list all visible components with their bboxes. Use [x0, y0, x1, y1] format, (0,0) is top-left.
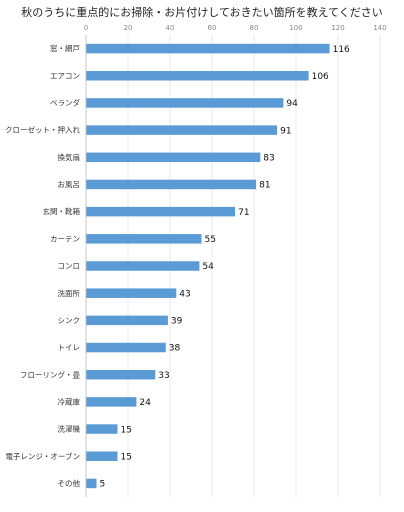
- category-label: その他: [58, 478, 81, 488]
- chart-title: 秋のうちに重点的にお掃除・お片付けしておきたい箇所を教えてください: [21, 6, 383, 19]
- category-label: 換気扇: [58, 152, 81, 162]
- x-tick-label: 0: [84, 24, 88, 32]
- x-tick-label: 120: [331, 24, 344, 32]
- bar: [86, 315, 168, 326]
- data-label: 33: [158, 371, 169, 381]
- data-label: 5: [100, 480, 106, 490]
- category-label: エアコン: [50, 71, 80, 80]
- category-label: コンロ: [58, 262, 81, 271]
- category-labels: 窓・網戸エアコンベランダクローゼット・押入れ換気扇お風呂玄関・靴箱カーテンコンロ…: [5, 43, 80, 488]
- bar: [86, 369, 156, 380]
- x-tick-label: 100: [289, 24, 302, 32]
- data-label: 43: [179, 289, 190, 299]
- bar: [86, 71, 309, 81]
- data-label: 55: [205, 235, 216, 245]
- x-tick-label: 140: [373, 24, 386, 32]
- category-label: 冷蔵庫: [58, 396, 81, 406]
- x-tick-label: 80: [250, 24, 259, 32]
- bar: [86, 43, 330, 54]
- bar: [86, 261, 200, 271]
- bar: [86, 478, 97, 489]
- bar: [86, 397, 137, 407]
- data-label: 106: [312, 72, 329, 82]
- category-label: クローゼット・押入れ: [5, 125, 80, 135]
- data-label: 15: [121, 452, 132, 462]
- data-label: 39: [171, 317, 183, 327]
- bar: [86, 451, 118, 461]
- x-tick-label: 60: [208, 24, 217, 32]
- category-label: フローリング・畳: [20, 369, 80, 379]
- bar: [86, 152, 261, 163]
- data-label: 83: [263, 153, 274, 163]
- bar: [86, 424, 118, 434]
- category-label: お風呂: [58, 180, 81, 189]
- bar: [86, 288, 177, 298]
- category-label: ベランダ: [50, 98, 80, 108]
- category-label: カーテン: [50, 234, 80, 243]
- value-labels: 116 106 94 91 83 81 71 55 54 43 39 38 33 24 15 15 5: [100, 45, 351, 490]
- data-label: 91: [280, 126, 291, 136]
- x-tick-label: 20: [124, 24, 133, 32]
- data-label: 54: [202, 262, 214, 272]
- bar: [86, 206, 236, 217]
- data-label: 116: [333, 45, 350, 55]
- bar: [86, 179, 257, 190]
- category-label: トイレ: [58, 343, 81, 352]
- category-label: 玄関・靴箱: [43, 206, 81, 216]
- category-label: シンク: [58, 316, 81, 325]
- data-label: 24: [139, 398, 151, 408]
- x-tick-label: 40: [166, 24, 175, 32]
- bar: [86, 234, 202, 244]
- category-label: 窓・網戸: [50, 43, 80, 53]
- bar: [86, 342, 166, 353]
- data-label: 81: [259, 181, 270, 191]
- bar: [86, 98, 284, 108]
- category-label: 電子レンジ・オーブン: [5, 451, 80, 461]
- bars: [86, 43, 330, 489]
- bar: [86, 125, 278, 135]
- category-label: 洗濯機: [58, 424, 81, 434]
- data-label: 15: [121, 425, 132, 435]
- data-label: 71: [238, 208, 249, 218]
- x-axis-ticks: 0 20 40 60 80 100 120 140: [84, 24, 387, 32]
- category-label: 洗面所: [58, 288, 81, 298]
- data-label: 38: [169, 344, 181, 354]
- data-label: 94: [286, 99, 298, 109]
